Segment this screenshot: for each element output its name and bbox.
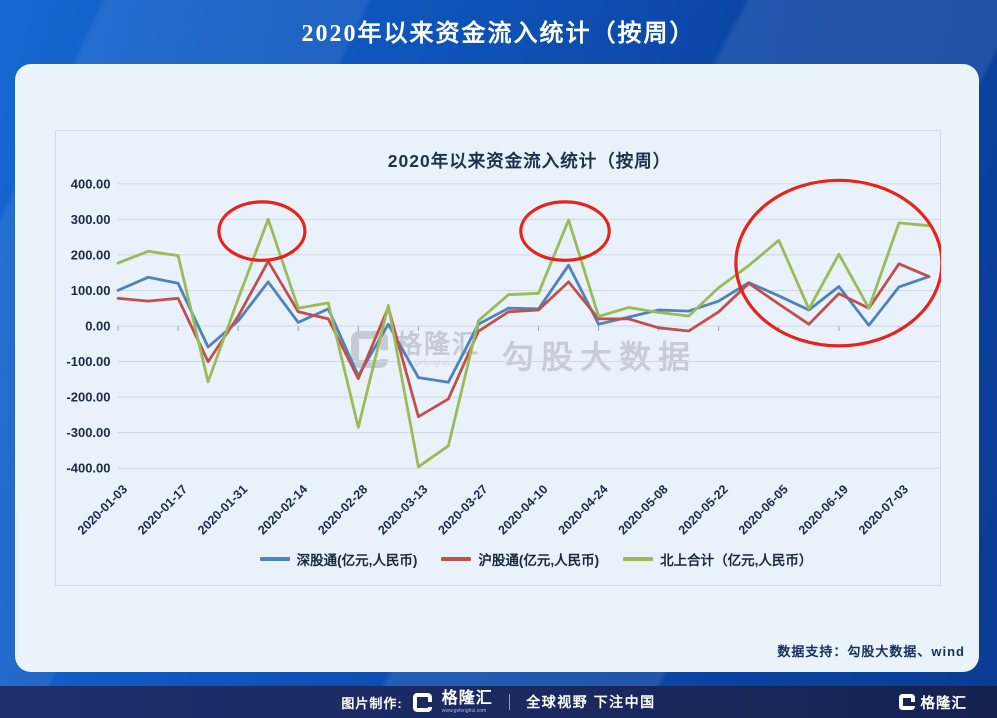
watermark: 格隆汇 www.gelonghui.com 勾股大数据 — [351, 331, 697, 378]
x-tick-label: 2020-04-24 — [556, 482, 611, 537]
legend-item: 沪股通(亿元,人民币) — [441, 549, 599, 569]
data-support-note: 数据支持：勾股大数据、wind — [777, 644, 965, 659]
y-tick-label: -100.00 — [66, 354, 110, 369]
chart-legend: 深股通(亿元,人民币) 沪股通(亿元,人民币) 北上合计（亿元,人民币） — [55, 549, 941, 569]
annotation-ellipse — [519, 200, 611, 262]
x-tick-label: 2020-05-08 — [616, 482, 671, 537]
legend-item: 深股通(亿元,人民币) — [259, 549, 418, 569]
footer-brand: 格隆汇 — [441, 689, 493, 707]
legend-label: 北上合计（亿元,人民币） — [660, 553, 813, 568]
y-gridlines: 400.00 300.00 200.00 100.00 0.00 -100.00 -200.… — [66, 176, 941, 476]
y-tick-label: 0.00 — [85, 319, 110, 334]
y-tick-label: 300.00 — [71, 212, 111, 227]
legend-label: 沪股通(亿元,人民币) — [478, 553, 600, 568]
watermark-text: 勾股大数据 — [502, 339, 698, 375]
x-tick-label: 2020-04-10 — [496, 482, 551, 537]
legend-line-swatch — [441, 557, 472, 561]
x-tick-label: 2020-02-14 — [255, 482, 310, 537]
footer-brand-url: www.gelonghui.com — [441, 707, 487, 714]
footer-right-brand: 格隆汇 — [920, 695, 967, 712]
series-line-1 — [116, 259, 931, 419]
series-line-0 — [116, 263, 931, 384]
footer-bar: 图片制作: 格隆汇 www.gelonghui.com 全球视野 下注中国 格隆… — [0, 686, 997, 718]
legend-item: 北上合计（亿元,人民币） — [623, 549, 812, 569]
x-tick-label: 2020-01-03 — [75, 482, 130, 537]
x-tick-label: 2020-06-19 — [796, 482, 851, 537]
legend-line-swatch — [623, 557, 654, 561]
x-tick-label: 2020-03-13 — [375, 482, 430, 537]
footer-slogan: 全球视野 下注中国 — [526, 694, 656, 710]
legend-line-swatch — [259, 557, 290, 561]
gelonghui-logo-icon — [898, 694, 915, 710]
x-tick-label: 2020-01-17 — [135, 482, 190, 537]
y-tick-label: 400.00 — [71, 176, 111, 191]
y-tick-label: -300.00 — [66, 425, 110, 440]
watermark-url: www.gelonghui.com — [396, 360, 467, 367]
page-title: 2020年以来资金流入统计（按周） — [301, 21, 696, 47]
y-tick-label: 100.00 — [71, 283, 111, 298]
annotation-ellipse — [734, 178, 941, 348]
footer-divider — [508, 694, 511, 710]
footer-credit-label: 图片制作: — [341, 695, 403, 711]
x-tick-label: 2020-02-28 — [315, 482, 370, 537]
x-tick-label: 2020-01-31 — [195, 482, 250, 537]
x-tick-label: 2020-03-27 — [435, 482, 490, 537]
y-tick-label: -200.00 — [66, 390, 110, 405]
y-tick-label: 200.00 — [71, 247, 111, 262]
y-tick-label: -400.00 — [66, 461, 110, 476]
legend-label: 深股通(亿元,人民币) — [296, 553, 418, 568]
x-tick-label: 2020-07-03 — [856, 482, 911, 537]
annotation-ellipse — [217, 200, 307, 262]
x-tick-label: 2020-06-05 — [736, 482, 791, 537]
gelonghui-logo-icon — [351, 331, 388, 368]
line-chart-svg: 400.00 300.00 200.00 100.00 0.00 -100.00 -200.… — [66, 176, 941, 537]
chart-title: 2020年以来资金流入统计（按周） — [387, 151, 672, 171]
gelonghui-logo-icon — [412, 692, 433, 712]
x-tick-label: 2020-05-22 — [676, 482, 731, 537]
x-axis: 2020-01-03 2020-01-17 2020-01-31 2020-02-14… — [75, 326, 911, 537]
